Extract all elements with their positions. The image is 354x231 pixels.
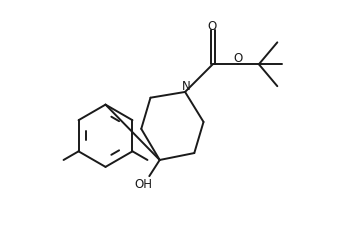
Text: O: O [207,20,216,33]
Text: N: N [182,80,190,93]
Text: O: O [234,52,243,65]
Text: OH: OH [135,177,153,190]
